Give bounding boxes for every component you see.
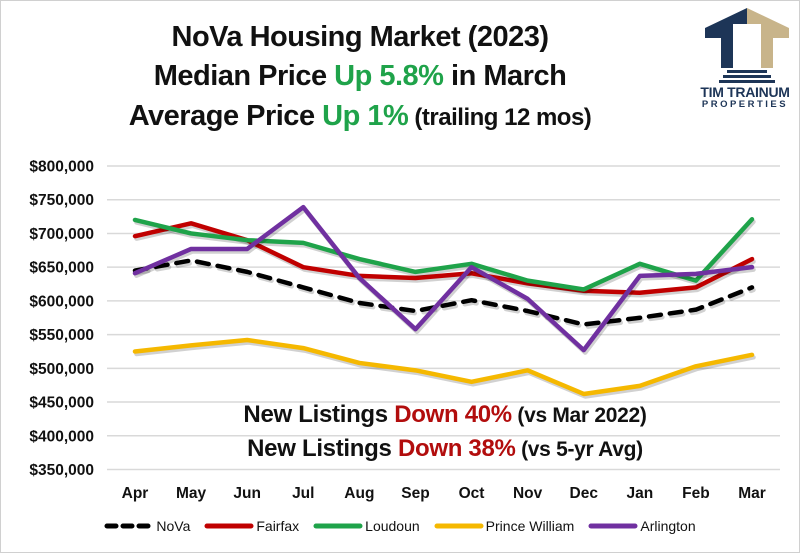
legend-swatch bbox=[588, 523, 638, 529]
series-loudoun bbox=[132, 217, 756, 295]
series-line bbox=[132, 204, 755, 353]
series-line bbox=[132, 337, 755, 397]
chart-title: NoVa Housing Market (2023) bbox=[80, 19, 640, 55]
legend-label: Arlington bbox=[640, 518, 696, 534]
y-tick-label: $350,000 bbox=[29, 462, 94, 479]
x-tick-label: Jul bbox=[292, 485, 314, 502]
legend-swatch bbox=[313, 523, 363, 529]
series-nova bbox=[132, 258, 756, 330]
x-axis-ticks: Apr May Jun Jul Aug Sep Oct Nov Dec Jan Feb Mar bbox=[122, 485, 766, 502]
series-shadow bbox=[134, 207, 756, 355]
series-lines bbox=[132, 204, 756, 399]
median-change-highlight: Up 5.8% bbox=[334, 60, 444, 92]
y-tick-label: $800,000 bbox=[29, 159, 94, 176]
legend-swatch bbox=[104, 523, 154, 529]
legend-label: Fairfax bbox=[256, 518, 300, 534]
legend-item: Fairfax bbox=[204, 518, 299, 534]
y-axis-ticks: $800,000 $750,000 $700,000 $650,000 $600,000… bbox=[29, 159, 94, 480]
y-tick-label: $550,000 bbox=[29, 327, 94, 344]
y-tick-label: $450,000 bbox=[29, 395, 94, 412]
subtitle-suffix: in March bbox=[443, 60, 567, 92]
series-shadow bbox=[134, 219, 756, 295]
x-tick-label: Apr bbox=[122, 485, 149, 502]
new-listings-annotation-2: New Listings Down 38% (vs 5-yr Avg) bbox=[190, 434, 700, 465]
subtitle-suffix: (trailing 12 mos) bbox=[408, 104, 592, 131]
annotation-prefix: New Listings bbox=[247, 435, 398, 462]
series-line bbox=[132, 217, 755, 292]
legend-label: Loudoun bbox=[365, 518, 420, 534]
building-columns-logo-icon bbox=[705, 8, 789, 83]
y-tick-label: $600,000 bbox=[29, 293, 94, 310]
subtitle-prefix: Median Price bbox=[153, 60, 335, 92]
x-tick-label: Sep bbox=[401, 485, 429, 502]
legend-swatch bbox=[434, 523, 484, 529]
average-price-subtitle: Average Price Up 1% (trailing 12 mos) bbox=[80, 98, 640, 136]
y-tick-label: $750,000 bbox=[29, 192, 94, 209]
legend-item: NoVa bbox=[104, 518, 190, 534]
logo-name: TIM TRAINUM bbox=[700, 84, 790, 100]
series-prince-william bbox=[132, 337, 756, 399]
annotation-suffix: (vs Mar 2022) bbox=[511, 404, 647, 427]
x-tick-label: Oct bbox=[459, 485, 485, 502]
subtitle-prefix: Average Price bbox=[128, 100, 323, 132]
median-price-subtitle: Median Price Up 5.8% in March bbox=[80, 58, 640, 94]
x-tick-label: May bbox=[176, 485, 207, 502]
x-tick-label: Jun bbox=[233, 485, 261, 502]
chart-legend: NoVa Fairfax Loudoun Prince William Arlingto… bbox=[0, 514, 800, 538]
title-line1: NoVa Housing Market (2023) bbox=[171, 21, 550, 53]
logo-subname: PROPERTIES bbox=[701, 99, 789, 110]
y-tick-label: $400,000 bbox=[29, 428, 94, 445]
x-tick-label: Feb bbox=[682, 485, 710, 502]
series-shadow bbox=[134, 340, 756, 399]
legend-item: Arlington bbox=[588, 518, 696, 534]
x-tick-label: Dec bbox=[570, 485, 599, 502]
x-tick-label: Nov bbox=[513, 485, 543, 502]
legend-item: Prince William bbox=[434, 518, 575, 534]
annotation-suffix: (vs 5-yr Avg) bbox=[515, 438, 643, 461]
legend-label: NoVa bbox=[156, 518, 191, 534]
x-tick-label: Mar bbox=[738, 485, 766, 502]
series-arlington bbox=[132, 204, 756, 355]
legend-swatch bbox=[204, 523, 254, 529]
y-tick-label: $500,000 bbox=[29, 361, 94, 378]
new-listings-annotation-1: New Listings Down 40% (vs Mar 2022) bbox=[190, 400, 700, 431]
annotation-prefix: New Listings bbox=[243, 401, 395, 428]
annotation-highlight: Down 38% bbox=[397, 435, 516, 462]
y-tick-label: $650,000 bbox=[29, 260, 94, 277]
annotation-highlight: Down 40% bbox=[394, 401, 512, 428]
legend-item: Loudoun bbox=[313, 518, 420, 534]
x-tick-label: Jan bbox=[626, 485, 653, 502]
series-line bbox=[132, 258, 755, 327]
legend-label: Prince William bbox=[485, 518, 575, 534]
average-change-highlight: Up 1% bbox=[322, 100, 409, 132]
y-tick-label: $700,000 bbox=[29, 226, 94, 243]
x-tick-label: Aug bbox=[344, 485, 374, 502]
